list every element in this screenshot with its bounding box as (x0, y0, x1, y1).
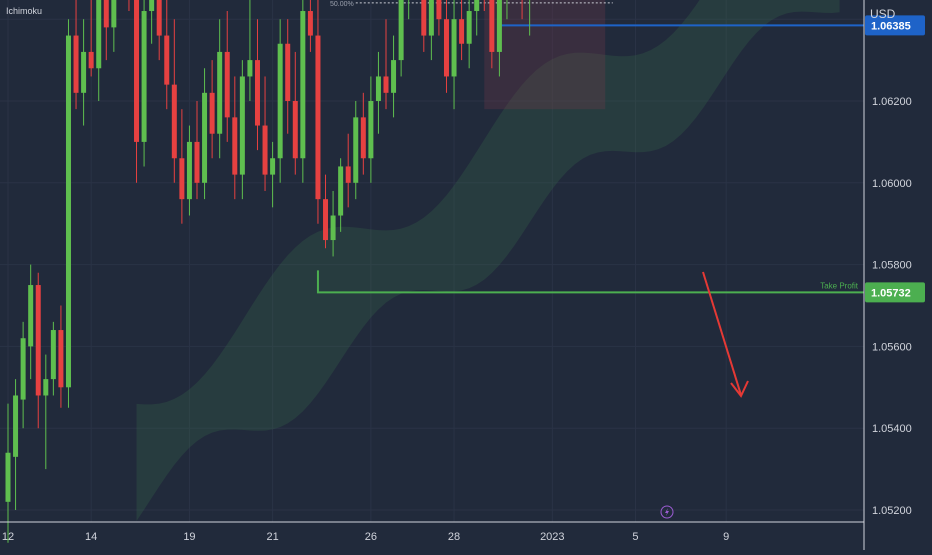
candle-body (65, 35, 71, 388)
candle-body (353, 117, 359, 183)
candle-body (368, 101, 374, 159)
candle-body (323, 199, 329, 241)
candle-body (307, 11, 313, 36)
candle-body (141, 11, 147, 142)
candle-body (451, 19, 457, 77)
candle-body (194, 141, 200, 183)
candle-body (232, 117, 238, 175)
candle-body (345, 166, 351, 183)
projection-arrowhead (730, 380, 749, 398)
candle-body (496, 0, 502, 52)
x-tick-label: 5 (632, 531, 638, 543)
candle-body (179, 158, 185, 200)
candle-body (421, 0, 427, 36)
y-tick-label: 1.05600 (872, 341, 912, 353)
axes: 1.05200 1.05400 1.05600 1.05800 1.06000 1.062… (0, 0, 912, 550)
candle-body (459, 19, 465, 44)
candle-body (330, 215, 336, 241)
candle-body (428, 0, 434, 36)
y-tick-label: 1.05200 (872, 505, 912, 517)
y-tick-label: 1.06200 (872, 96, 912, 108)
candle-body (466, 11, 472, 44)
candle-body (111, 0, 117, 28)
candle-body (209, 92, 215, 134)
x-tick-label: 21 (266, 531, 278, 543)
x-tick-label: 9 (723, 531, 729, 543)
candle-body (202, 92, 208, 183)
candle-body (360, 117, 366, 159)
candle-body (300, 11, 306, 159)
y-tick-label: 1.05800 (872, 260, 912, 272)
candle-body (474, 0, 480, 12)
candle-body (149, 0, 155, 12)
lightning-icon[interactable] (660, 505, 674, 519)
candle-body (58, 330, 64, 388)
candle-body (254, 60, 260, 126)
candle-body (217, 51, 223, 134)
take-profit-label: Take Profit (820, 281, 859, 290)
x-tick-label: 2023 (540, 531, 564, 543)
candle-body (73, 35, 79, 93)
ichimoku-cloud-area (136, 0, 840, 521)
candle-body (383, 76, 389, 93)
candle-body (43, 379, 49, 396)
candle-body (436, 0, 442, 20)
candle-body (156, 0, 162, 36)
candle-body (239, 76, 245, 175)
candle-body (338, 166, 344, 216)
candle-body (134, 0, 140, 142)
candle-body (270, 158, 276, 175)
candle-body (103, 0, 109, 28)
y-tick-label: 1.06000 (872, 178, 912, 190)
candle-body (292, 101, 298, 159)
candle-body (285, 43, 291, 101)
candle-body (28, 285, 34, 347)
candle-body (81, 51, 87, 93)
candle-body (315, 35, 321, 200)
candle-body (262, 125, 268, 175)
x-tick-label: 14 (85, 531, 97, 543)
ichimoku-cloud-bearish (484, 0, 606, 110)
ichimoku-cloud (136, 0, 840, 521)
candle-body (375, 76, 381, 101)
candle-body (277, 43, 283, 159)
candle-body (186, 141, 192, 200)
take-profit-line (316, 270, 864, 294)
candle-body (50, 330, 56, 380)
grid (0, 0, 864, 522)
candle-body (247, 60, 253, 77)
annotations: 23.60%50.00%Stop LossTake Profit (330, 1, 859, 398)
y-tick-label: 1.05400 (872, 423, 912, 435)
candle-body (13, 395, 19, 457)
candle-body (96, 0, 102, 69)
candle-body (398, 0, 404, 61)
x-tick-label: 26 (365, 531, 377, 543)
price-tag-label: 1.05732 (871, 287, 911, 299)
candle-body (88, 51, 94, 69)
price-tag-box (865, 15, 925, 36)
candle-body (5, 452, 11, 502)
candle-body (20, 338, 26, 400)
projection-arrow (702, 271, 742, 396)
fib-level-label: 50.00% (330, 1, 354, 8)
x-tick-label: 19 (183, 531, 195, 543)
currency-label: USD (870, 7, 896, 21)
candle-body (443, 19, 449, 77)
indicator-label[interactable]: Ichimoku (6, 6, 42, 16)
candles (5, 0, 531, 543)
price-tag-box (865, 282, 925, 303)
candle-body (391, 60, 397, 93)
candle-body (489, 0, 495, 52)
x-tick-label: 12 (2, 531, 14, 543)
x-tick-label: 28 (448, 531, 460, 543)
candle-body (35, 285, 41, 396)
candle-body (164, 35, 170, 85)
candle-body (171, 84, 177, 159)
candle-body (224, 51, 230, 118)
price-tag-label: 1.06385 (871, 20, 911, 32)
